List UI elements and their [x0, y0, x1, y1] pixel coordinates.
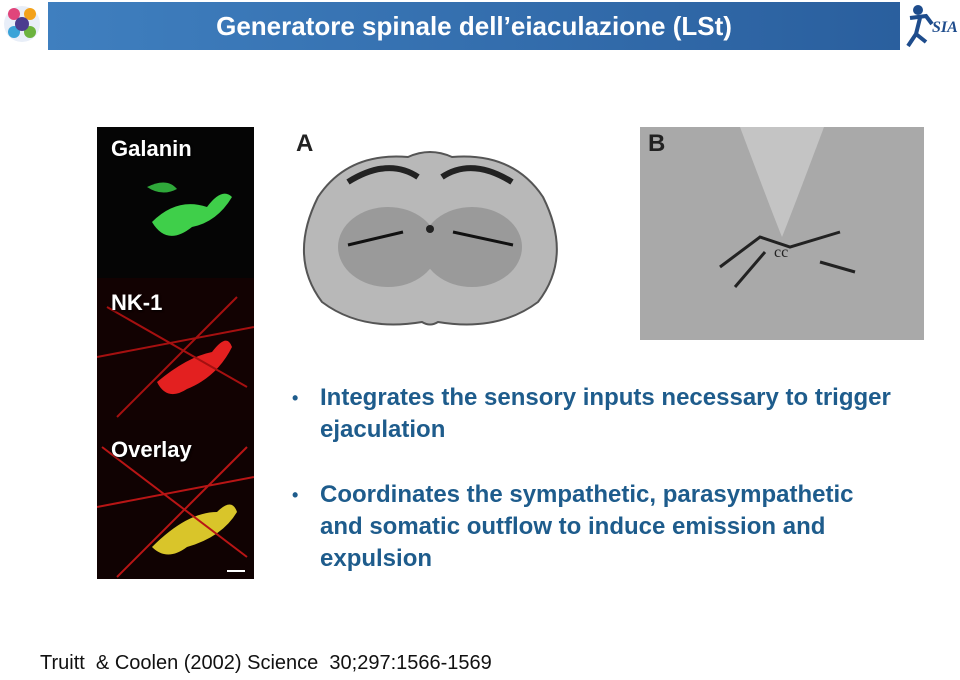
fluorescence-label: Overlay: [111, 437, 192, 462]
panel-a-image: A: [296, 130, 558, 326]
panel-b-image: B cc: [640, 127, 924, 340]
fluorescence-label: Galanin: [111, 136, 192, 161]
logo-left: [4, 6, 40, 42]
bullet-text: Integrates the sensory inputs necessary …: [292, 382, 900, 446]
logo-text: SIA: [932, 19, 958, 36]
slide-title: Generatore spinale dell’eiaculazione (LS…: [216, 11, 732, 41]
citation: Truitt & Coolen (2002) Science 30;297:15…: [40, 652, 492, 674]
panel-annotation: cc: [774, 244, 788, 261]
logo-right: SIA: [906, 5, 958, 48]
fluorescence-image: [97, 127, 254, 579]
panel-label: B: [648, 130, 665, 157]
panel-label: A: [296, 130, 313, 157]
fluorescence-label: NK-1: [111, 290, 163, 315]
bullet-text: Coordinates the sympathetic, parasympath…: [292, 479, 900, 575]
header-bar: [48, 2, 900, 50]
